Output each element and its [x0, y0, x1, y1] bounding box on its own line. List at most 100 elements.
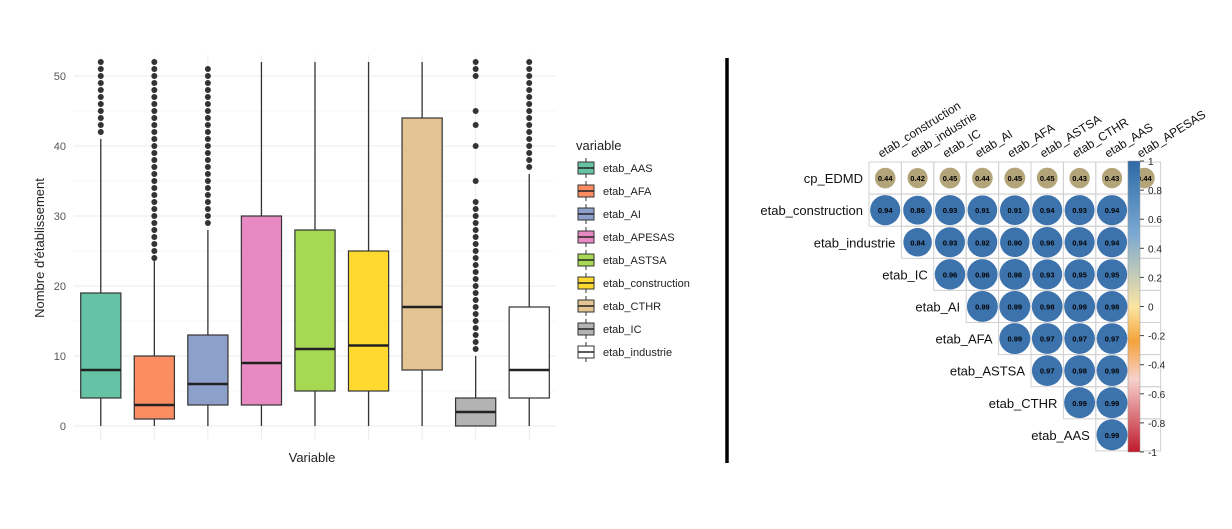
box-iqr — [294, 229, 336, 392]
box-etab_industrie — [508, 59, 550, 426]
corr-cell: 0.90 — [1000, 227, 1030, 258]
corr-value-label: 0.43 — [1105, 174, 1120, 183]
corr-value-label: 0.98 — [1040, 302, 1055, 311]
outlier-point — [472, 241, 479, 247]
outlier-point — [97, 108, 104, 114]
box-iqr — [80, 292, 122, 399]
corr-value-label: 0.99 — [1105, 399, 1120, 408]
corr-cell: 0.95 — [1064, 259, 1095, 290]
legend-item-etab_AFA: etab_AFA — [577, 181, 652, 201]
outlier-point — [526, 115, 533, 121]
outlier-point — [204, 66, 211, 72]
outlier-point — [204, 115, 211, 121]
corr-value-label: 0.93 — [943, 238, 958, 247]
corr-value-label: 0.44 — [1137, 174, 1152, 183]
corr-cell: 0.98 — [1031, 291, 1063, 322]
outlier-point — [151, 59, 158, 65]
corr-circle — [967, 195, 998, 225]
corr-circle — [1096, 387, 1128, 419]
corr-circle — [1064, 227, 1095, 258]
corr-cell: 0.97 — [1064, 323, 1095, 354]
outlier-point — [472, 311, 479, 317]
outlier-point — [472, 108, 479, 114]
legend-item-etab_AI: etab_AI — [577, 204, 641, 224]
corr-cell: 0.43 — [1101, 167, 1123, 189]
corr-cell: 0.98 — [999, 258, 1031, 290]
corr-value-label: 0.95 — [1105, 270, 1120, 279]
outlier-point — [151, 248, 158, 254]
outlier-point — [472, 269, 479, 275]
corr-cell: 0.44 — [874, 167, 896, 189]
outlier-point — [204, 122, 211, 128]
corr-circle — [999, 258, 1031, 290]
outlier-point — [472, 206, 479, 212]
corr-circle — [1064, 387, 1096, 419]
box-etab_AI — [187, 66, 229, 426]
corr-cell: 0.99 — [1064, 290, 1096, 322]
outlier-point — [97, 87, 104, 93]
outlier-point — [151, 234, 158, 240]
outlier-point — [97, 66, 104, 72]
corr-value-label: 0.45 — [1040, 174, 1055, 183]
corr-value-label: 0.92 — [975, 238, 990, 247]
outlier-point — [204, 73, 211, 79]
colorbar-tick-label: -1 — [1148, 448, 1157, 459]
outlier-point — [151, 178, 158, 184]
outlier-point — [472, 262, 479, 268]
legend-item-etab_construction: etab_construction — [577, 273, 690, 293]
row-label: etab_ASTSA — [950, 364, 1025, 379]
colorbar-tick-label: -0.2 — [1148, 332, 1166, 343]
outlier-point — [472, 318, 479, 324]
corr-value-label: 0.93 — [1040, 270, 1055, 279]
colorbar-tick-label: 0.6 — [1148, 215, 1162, 226]
legend-item-etab_ASTSA: etab_ASTSA — [577, 250, 667, 270]
outlier-point — [204, 171, 211, 177]
outlier-point — [151, 80, 158, 86]
y-tick-label: 40 — [54, 141, 66, 153]
corr-cell: 0.96 — [934, 259, 966, 290]
correlation-cells: 0.44 0.42 0.45 0.44 0.45 0.45 0.43 0.43 0.44 0.94… — [870, 167, 1155, 451]
corr-circle — [1064, 323, 1095, 354]
colorbar-tick-label: -0.8 — [1148, 419, 1166, 430]
boxplot-panel: 0 10 20 30 40 50 Variable Nombre d'établissem… — [32, 55, 690, 465]
outlier-point — [151, 136, 158, 142]
boxplot-boxes — [80, 59, 550, 427]
box-iqr — [240, 215, 283, 406]
corr-cell: 0.97 — [1031, 355, 1063, 386]
box-etab_AFA — [133, 59, 176, 426]
corr-value-label: 0.44 — [975, 174, 990, 183]
boxplot-y-axis-label: Nombre d'établissement — [32, 178, 47, 318]
corr-value-label: 0.99 — [1007, 335, 1022, 344]
corr-value-label: 0.93 — [1072, 206, 1087, 215]
outlier-point — [526, 122, 533, 128]
corr-cell: 0.96 — [1031, 227, 1063, 258]
correlation-row-labels: cp_EDMD etab_construction etab_industrieet… — [760, 171, 1090, 443]
colorbar-tick-label: 0 — [1148, 303, 1154, 314]
row-label: etab_AI — [915, 299, 960, 314]
corr-circle — [1004, 167, 1026, 189]
corr-cell: 0.91 — [999, 195, 1030, 225]
corr-cell: 0.95 — [1096, 259, 1128, 290]
corr-cell: 0.94 — [870, 195, 901, 226]
corr-circle — [1096, 323, 1128, 354]
legend-label: etab_ASTSA — [603, 255, 667, 267]
legend-label: etab_industrie — [603, 347, 672, 359]
corr-cell: 0.44 — [972, 167, 993, 189]
outlier-point — [97, 59, 104, 65]
corr-value-label: 0.94 — [1040, 206, 1055, 215]
outlier-point — [472, 227, 479, 233]
outlier-point — [526, 94, 533, 100]
outlier-point — [151, 66, 158, 72]
outlier-point — [151, 192, 158, 198]
outlier-point — [151, 164, 158, 170]
outlier-point — [472, 297, 479, 303]
corr-cell: 0.43 — [1069, 167, 1090, 189]
corr-cell: 0.84 — [903, 227, 932, 257]
corr-value-label: 0.86 — [910, 206, 925, 215]
legend-label: etab_CTHR — [603, 301, 661, 313]
outlier-point — [526, 66, 533, 72]
outlier-point — [151, 185, 158, 191]
row-label: etab_AAS — [1031, 428, 1090, 443]
outlier-point — [204, 108, 211, 114]
corr-value-label: 0.98 — [1007, 270, 1022, 279]
